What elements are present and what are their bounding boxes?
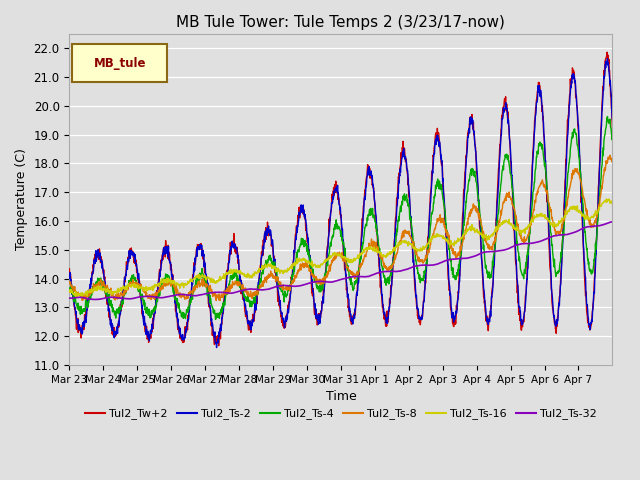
Tul2_Tw+2 [549,306,557,312]
Tul2_Ts-32 [327,279,335,285]
Tul2_Tw+2 [150,313,158,319]
Line: Tul2_Ts-2: Tul2_Ts-2 [69,59,612,348]
Tul2_Ts-4 [549,251,557,256]
Tul2_Tw+2 [609,127,616,132]
Line: Tul2_Tw+2: Tul2_Tw+2 [69,52,612,346]
Line: Tul2_Ts-4: Tul2_Ts-4 [69,117,612,319]
X-axis label: Time: Time [326,390,356,403]
Tul2_Ts-4 [327,243,335,249]
Tul2_Ts-16 [317,262,324,268]
Tul2_Ts-2 [212,345,220,350]
Tul2_Ts-8 [549,217,557,223]
Tul2_Ts-16 [549,224,557,229]
Tul2_Ts-4 [150,309,158,315]
Tul2_Ts-4 [602,126,609,132]
FancyBboxPatch shape [72,44,167,82]
Tul2_Ts-32 [317,278,324,284]
Tul2_Ts-16 [603,196,611,202]
Tul2_Ts-16 [469,225,477,231]
Tul2_Ts-4 [469,167,477,172]
Tul2_Ts-16 [327,253,335,259]
Tul2_Tw+2 [469,126,477,132]
Tul2_Ts-2 [327,208,335,214]
Tul2_Ts-4 [65,288,73,293]
Tul2_Tw+2 [65,266,73,272]
Tul2_Ts-2 [549,298,557,304]
Tul2_Tw+2 [327,210,335,216]
Tul2_Ts-8 [150,293,158,299]
Tul2_Ts-16 [609,202,616,207]
Line: Tul2_Ts-8: Tul2_Ts-8 [69,155,612,300]
Tul2_Ts-2 [65,275,73,281]
Tul2_Ts-2 [469,126,477,132]
Tul2_Ts-4 [604,114,611,120]
Tul2_Ts-4 [317,289,324,295]
Tul2_Ts-8 [317,277,324,283]
Tul2_Ts-2 [602,65,609,71]
Tul2_Ts-2 [150,310,158,315]
Tul2_Tw+2 [602,56,609,61]
Tul2_Ts-32 [602,221,609,227]
Legend: Tul2_Tw+2, Tul2_Ts-2, Tul2_Ts-4, Tul2_Ts-8, Tul2_Ts-16, Tul2_Ts-32: Tul2_Tw+2, Tul2_Ts-2, Tul2_Ts-4, Tul2_Ts… [81,404,602,424]
Tul2_Ts-8 [609,159,616,165]
Tul2_Ts-8 [602,163,609,168]
Tul2_Ts-16 [602,198,609,204]
Tul2_Ts-32 [608,219,616,225]
Title: MB Tule Tower: Tule Temps 2 (3/23/17-now): MB Tule Tower: Tule Temps 2 (3/23/17-now… [177,15,506,30]
Text: MB_tule: MB_tule [93,57,146,70]
Line: Tul2_Ts-32: Tul2_Ts-32 [69,222,612,300]
Tul2_Tw+2 [215,343,223,348]
Tul2_Ts-32 [65,295,73,301]
Tul2_Ts-2 [604,56,611,61]
Tul2_Ts-32 [609,219,616,225]
Tul2_Ts-8 [216,298,224,303]
Tul2_Ts-2 [317,312,324,318]
Tul2_Ts-4 [609,136,616,142]
Tul2_Ts-4 [212,316,220,322]
Line: Tul2_Ts-16: Tul2_Ts-16 [69,199,612,297]
Tul2_Ts-16 [65,289,73,295]
Tul2_Ts-8 [469,203,477,208]
Tul2_Tw+2 [317,315,324,321]
Y-axis label: Temperature (C): Temperature (C) [15,148,28,251]
Tul2_Ts-8 [65,279,73,285]
Tul2_Ts-2 [609,117,616,122]
Tul2_Ts-16 [72,294,80,300]
Tul2_Ts-32 [469,253,477,259]
Tul2_Ts-32 [151,294,159,300]
Tul2_Ts-16 [151,285,159,290]
Tul2_Ts-8 [606,152,614,158]
Tul2_Ts-32 [92,297,100,302]
Tul2_Tw+2 [604,49,611,55]
Tul2_Ts-32 [549,233,557,239]
Tul2_Ts-8 [327,262,335,267]
